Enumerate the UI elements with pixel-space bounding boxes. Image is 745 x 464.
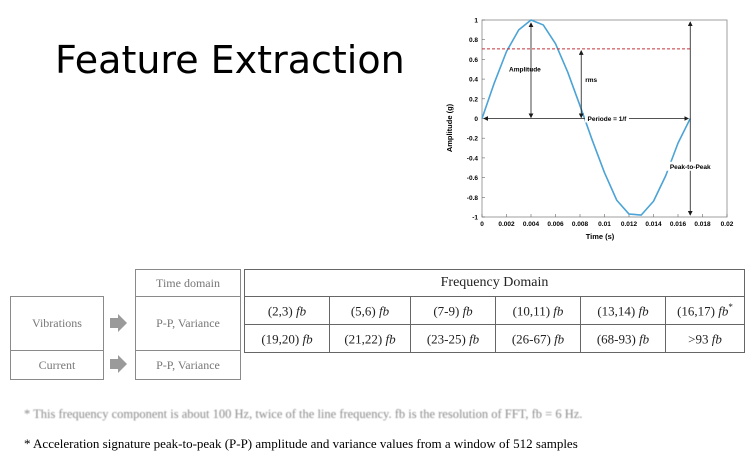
- amplitude-label: Amplitude: [509, 66, 541, 73]
- vibrations-label: Vibrations: [32, 316, 82, 330]
- frequency-unit: fb: [469, 331, 480, 347]
- frequency-cell: (5,6) fb: [329, 296, 411, 325]
- chart-ticks: -1 -0.8 -0.6 -0.4 -0.2 0 0.2 0.4 0.6 0.8 1 0 0.002 0.…: [467, 18, 734, 229]
- time-domain-current: P-P, Variance: [135, 350, 241, 380]
- time-domain-header-label: Time domain: [156, 275, 220, 290]
- x-tick-label: 0.018: [694, 221, 711, 228]
- chart-annotations: Amplitude rms Periode = 1/f Peak-to-Peak: [482, 21, 715, 216]
- frequency-range: (5,6): [350, 303, 376, 319]
- y-tick-label: -0.4: [467, 155, 479, 162]
- frequency-domain-table: Frequency Domain (2,3) fb (5,6) fb (7-9) f…: [244, 269, 745, 353]
- frequency-cell: >93 fb: [665, 324, 745, 353]
- frequency-unit: fb: [379, 303, 390, 319]
- period-label-bg: [584, 113, 629, 123]
- frequency-cell: (7-9) fb: [410, 296, 496, 325]
- x-tick-label: 0.016: [670, 221, 687, 228]
- y-tick-label: -1: [472, 215, 478, 222]
- frequency-range: (7-9): [433, 303, 460, 319]
- y-tick-label: 0: [474, 116, 478, 123]
- time-domain-current-label: P-P, Variance: [156, 357, 220, 372]
- y-tick-label: 0.6: [469, 57, 478, 64]
- x-tick-label: 0.002: [498, 221, 515, 228]
- frequency-range: (13,14): [597, 303, 636, 319]
- x-tick-label: 0: [480, 221, 484, 228]
- period-label: Periode = 1/f: [588, 116, 628, 123]
- frequency-cell: (13,14) fb: [580, 296, 666, 325]
- frequency-unit: fb: [638, 303, 649, 319]
- frequency-unit: fb: [554, 331, 565, 347]
- frequency-unit: fb: [711, 331, 722, 347]
- frequency-cell: (68-93) fb: [580, 324, 666, 353]
- time-domain-vibrations-label: P-P, Variance: [156, 316, 220, 330]
- y-tick-label: -0.6: [467, 175, 479, 182]
- frequency-cell: (19,20) fb: [244, 324, 330, 353]
- y-tick-label: 0.2: [469, 96, 478, 103]
- frequency-domain-header: Frequency Domain: [244, 269, 745, 297]
- frequency-cell: (16,17) fb*: [665, 296, 745, 325]
- frequency-unit: fb: [639, 331, 650, 347]
- x-tick-label: 0.01: [598, 221, 611, 228]
- y-tick-label: 0.4: [469, 77, 478, 84]
- footnote-acceleration: * Acceleration signature peak-to-peak (P…: [24, 436, 578, 451]
- frequency-range: (68-93): [596, 331, 636, 347]
- peak-to-peak-bg: [666, 161, 715, 171]
- x-axis-label: Time (s): [586, 232, 615, 241]
- frequency-unit: fb: [718, 303, 729, 319]
- sine-wave-chart: -1 -0.8 -0.6 -0.4 -0.2 0 0.2 0.4 0.6 0.8 1 0 0.002 0.…: [445, 18, 734, 242]
- x-tick-label: 0.004: [523, 221, 540, 228]
- frequency-cell: (10,11) fb: [495, 296, 581, 325]
- frequency-range: (26-67): [511, 331, 551, 347]
- y-tick-label: -0.8: [467, 195, 479, 202]
- time-domain-header: Time domain: [135, 269, 241, 297]
- frequency-row-2: (19,20) fb (21,22) fb (23-25) fb (26-67) fb…: [244, 324, 745, 353]
- y-tick-label: 1: [474, 18, 478, 25]
- frequency-range: (10,11): [512, 303, 551, 319]
- frequency-range: (16,17): [677, 303, 716, 319]
- x-tick-label: 0.012: [621, 221, 638, 228]
- frequency-row-1: (2,3) fb (5,6) fb (7-9) fb (10,11) fb (13,14…: [244, 296, 745, 325]
- time-domain-vibrations: P-P, Variance: [135, 296, 241, 351]
- frequency-range: (21,22): [344, 331, 383, 347]
- slide-title: Feature Extraction: [55, 38, 405, 82]
- frequency-unit: fb: [462, 303, 473, 319]
- peak-to-peak-label: Peak-to-Peak: [670, 164, 711, 171]
- frequency-unit: fb: [553, 303, 564, 319]
- x-tick-label: 0.02: [721, 221, 734, 228]
- footnote-line-frequency: * This frequency component is about 100 …: [24, 407, 583, 421]
- y-axis-label: Amplitude (g): [445, 103, 454, 152]
- frequency-range: (23-25): [426, 331, 466, 347]
- chart-series: [481, 19, 691, 216]
- frequency-range: >93: [688, 331, 709, 347]
- frequency-range: (2,3): [267, 303, 293, 319]
- rms-label: rms: [585, 77, 597, 84]
- frequency-unit: fb: [385, 331, 396, 347]
- x-tick-label: 0.006: [547, 221, 564, 228]
- y-tick-label: 0.8: [469, 37, 478, 44]
- x-tick-label: 0.008: [572, 221, 589, 228]
- sine-wave-line: [481, 19, 691, 216]
- current-box: Current: [10, 350, 104, 380]
- frequency-cell: (23-25) fb: [410, 324, 496, 353]
- frequency-unit: fb: [302, 331, 313, 347]
- frequency-cell: (21,22) fb: [329, 324, 411, 353]
- vibrations-box: Vibrations: [10, 296, 104, 351]
- current-label: Current: [38, 357, 76, 372]
- frequency-unit: fb: [296, 303, 307, 319]
- frequency-cell: (2,3) fb: [244, 296, 330, 325]
- frequency-cell: (26-67) fb: [495, 324, 581, 353]
- footnote-mark: *: [728, 301, 733, 312]
- frequency-range: (19,20): [261, 331, 300, 347]
- y-tick-label: -0.2: [467, 136, 479, 143]
- x-tick-label: 0.014: [645, 221, 662, 228]
